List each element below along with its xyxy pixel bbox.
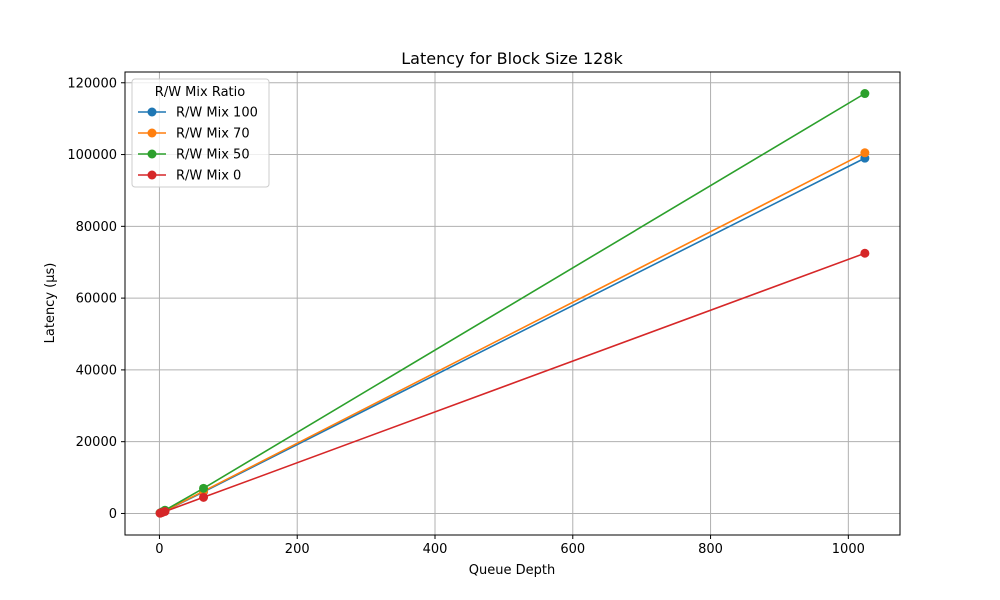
plot-frame xyxy=(124,71,901,536)
series-line xyxy=(159,252,866,514)
series-line xyxy=(159,152,866,514)
legend-label: R/W Mix 70 xyxy=(176,127,250,142)
y-tick-label: 80000 xyxy=(76,220,117,235)
legend: R/W Mix Ratio R/W Mix 100 R/W Mix 70 R/W M… xyxy=(131,78,270,188)
y-tick-label: 20000 xyxy=(76,435,117,450)
y-tick-label: 40000 xyxy=(76,363,117,378)
x-tick-label: 200 xyxy=(285,542,310,557)
legend-item: R/W Mix 70 xyxy=(138,127,250,142)
legend-item: R/W Mix 0 xyxy=(138,169,241,184)
legend-title: R/W Mix Ratio xyxy=(155,85,245,100)
series-r-w-mix-0 xyxy=(155,248,870,518)
legend-marker xyxy=(147,170,157,180)
legend-label: R/W Mix 100 xyxy=(176,106,258,121)
x-tick-label: 800 xyxy=(698,542,723,557)
x-tick-label: 1000 xyxy=(832,542,865,557)
data-point xyxy=(199,492,209,502)
data-point xyxy=(860,89,870,99)
data-point xyxy=(199,483,209,493)
series-r-w-mix-100 xyxy=(155,153,870,518)
chart-title: Latency for Block Size 128k xyxy=(401,49,623,68)
x-axis-label: Queue Depth xyxy=(469,563,555,578)
x-tick-label: 600 xyxy=(560,542,585,557)
x-tick-label: 400 xyxy=(423,542,448,557)
axis-ticks: 0 200 400 600 800 1000 0 20000 40000 60000 80000 10… xyxy=(67,76,865,557)
plot-series xyxy=(155,89,870,518)
data-point xyxy=(860,248,870,258)
legend-item: R/W Mix 100 xyxy=(138,106,258,121)
x-tick-label: 0 xyxy=(155,542,163,557)
y-tick-label: 100000 xyxy=(67,148,117,163)
y-tick-label: 120000 xyxy=(67,76,117,91)
legend-marker xyxy=(147,128,157,138)
legend-box xyxy=(131,78,270,188)
legend-label: R/W Mix 50 xyxy=(176,148,250,163)
legend-marker xyxy=(147,149,157,159)
data-point xyxy=(160,506,170,516)
y-axis-label: Latency (µs) xyxy=(43,263,58,344)
y-tick-label: 0 xyxy=(109,507,117,522)
legend-marker xyxy=(147,107,157,117)
legend-label: R/W Mix 0 xyxy=(176,169,241,184)
legend-item: R/W Mix 50 xyxy=(138,148,250,163)
y-tick-label: 60000 xyxy=(76,292,117,307)
data-point xyxy=(860,148,870,158)
